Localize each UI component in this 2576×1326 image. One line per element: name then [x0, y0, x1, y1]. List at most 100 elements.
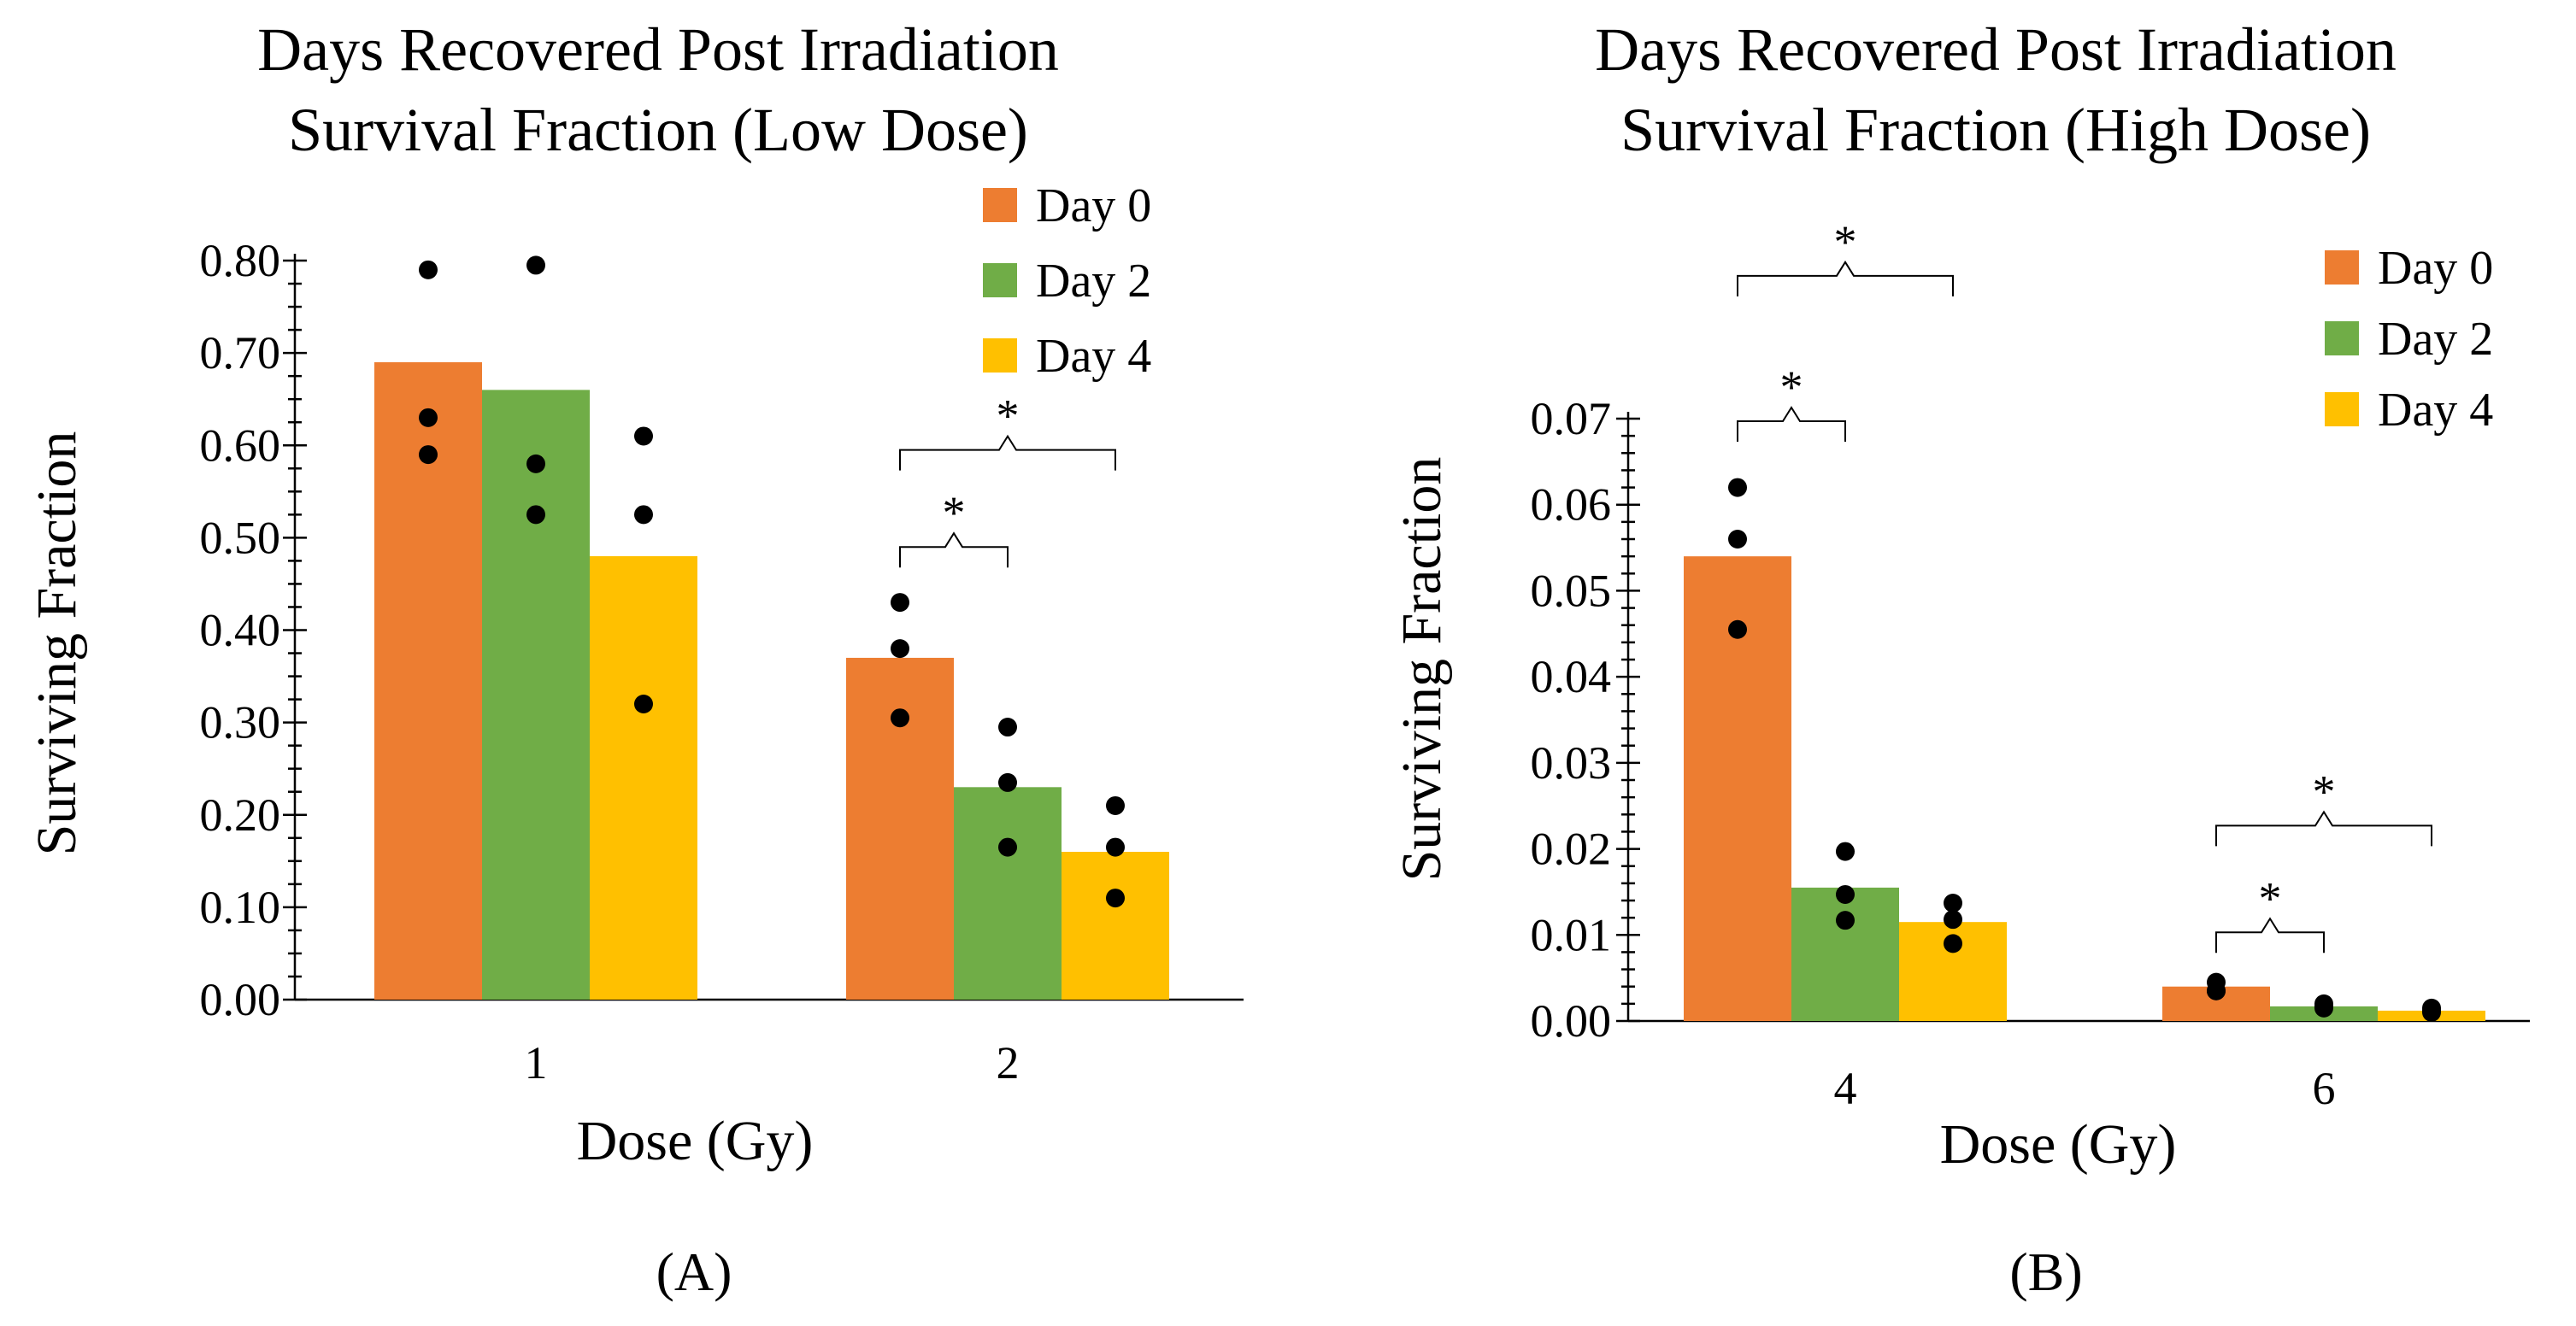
data-point: [1836, 842, 1855, 861]
data-point: [2422, 1002, 2441, 1022]
chart-title-line-1: Days Recovered Post Irradiation: [257, 15, 1059, 84]
y-tick-label: 0.04: [1531, 651, 1612, 702]
data-points: [1728, 478, 2441, 1022]
x-tick-label: 6: [2313, 1063, 2336, 1114]
data-point: [1728, 619, 1747, 639]
panel-label: (B): [2009, 1241, 2082, 1302]
bars: [1684, 556, 2485, 1021]
bar: [1062, 852, 1169, 1000]
bar: [590, 556, 697, 1000]
data-point: [419, 445, 438, 465]
data-point: [1106, 795, 1125, 815]
y-tick-label: 0.30: [200, 697, 281, 748]
data-point: [419, 260, 438, 279]
data-point: [1106, 889, 1125, 908]
y-tick-label: 0.03: [1531, 737, 1612, 789]
legend: Day 0 Day 2 Day 4: [2325, 242, 2493, 437]
bars: [374, 361, 1169, 1000]
legend-swatch: [2325, 392, 2359, 426]
bar: [1791, 887, 1899, 1021]
legend-label: Day 4: [1036, 330, 1151, 383]
data-point: [891, 708, 909, 728]
significance-bracket: [1737, 406, 1846, 443]
significance-brackets: * * * *: [1737, 216, 2432, 953]
y-tick-label: 0.20: [200, 789, 281, 841]
significance-star: *: [1780, 361, 1803, 413]
y-tick-label: 0.00: [1531, 995, 1612, 1047]
y-tick-label: 0.05: [1531, 565, 1612, 616]
chart-title-line-2: Survival Fraction (Low Dose): [288, 96, 1028, 164]
data-point: [1944, 934, 1962, 953]
axes: 0.00 0.10 0.20 0.30 0.40 0.50 0.60 0.70 0.80 1 2: [200, 235, 1244, 1088]
x-axis-title: Dose (Gy): [577, 1110, 814, 1172]
data-point: [419, 408, 438, 427]
significance-bracket: [1737, 260, 1954, 296]
data-point: [891, 593, 909, 613]
significance-star: *: [997, 390, 1020, 442]
y-tick-label: 0.10: [200, 882, 281, 933]
legend-label: Day 2: [1036, 255, 1151, 308]
significance-star: *: [2259, 872, 2282, 924]
axes: 0.00 0.01 0.02 0.03 0.04 0.05 0.06 0.07 4 6: [1531, 393, 2530, 1114]
data-point: [526, 505, 545, 525]
bar: [954, 787, 1062, 1000]
x-axis-title: Dose (Gy): [1940, 1113, 2177, 1176]
significance-bracket: [2215, 917, 2325, 953]
significance-brackets: **: [899, 390, 1116, 568]
data-point: [1944, 894, 1962, 913]
data-point: [998, 837, 1017, 857]
x-tick-label: 2: [997, 1037, 1020, 1088]
y-tick-label: 0.50: [200, 512, 281, 563]
data-point: [891, 639, 909, 659]
data-point: [634, 695, 653, 713]
y-axis-title: Surviving Fraction: [26, 431, 88, 856]
y-tick-label: 0.70: [200, 327, 281, 378]
legend-swatch: [2325, 321, 2359, 355]
data-point: [998, 718, 1017, 737]
significance-star: *: [943, 487, 966, 538]
y-tick-label: 0.02: [1531, 824, 1612, 875]
significance-star: *: [2313, 766, 2336, 817]
data-point: [2314, 998, 2333, 1018]
legend-label: Day 0: [2378, 242, 2493, 295]
legend-label: Day 4: [2378, 384, 2493, 437]
legend-swatch: [983, 188, 1017, 222]
y-tick-label: 0.01: [1531, 909, 1612, 960]
y-tick-label: 0.60: [200, 420, 281, 471]
legend-swatch: [983, 263, 1017, 297]
y-tick-label: 0.06: [1531, 479, 1612, 531]
data-points: [419, 255, 1125, 908]
legend-swatch: [2325, 250, 2359, 285]
data-point: [634, 505, 653, 525]
chart-title-line-2: Survival Fraction (High Dose): [1620, 96, 2371, 164]
data-point: [1836, 911, 1855, 930]
data-point: [526, 255, 545, 275]
significance-bracket: [2215, 810, 2432, 847]
chart-panel-a: Days Recovered Post Irradiation Survival…: [26, 15, 1244, 1302]
significance-bracket: [899, 531, 1009, 568]
y-tick-label: 0.00: [200, 974, 281, 1025]
legend-label: Day 0: [1036, 179, 1151, 232]
significance-star: *: [1834, 216, 1857, 267]
legend-label: Day 2: [2378, 313, 2493, 366]
y-axis-title: Surviving Fraction: [1391, 457, 1453, 882]
data-point: [1106, 837, 1125, 857]
data-point: [1836, 884, 1855, 904]
data-point: [998, 772, 1017, 792]
legend-swatch: [983, 338, 1017, 373]
y-tick-label: 0.40: [200, 605, 281, 656]
chart-panel-b: Days Recovered Post Irradiation Survival…: [1391, 15, 2530, 1302]
data-point: [2207, 981, 2226, 1000]
chart-title-line-1: Days Recovered Post Irradiation: [1595, 15, 2397, 84]
bar: [482, 390, 590, 1000]
data-point: [1728, 478, 1747, 497]
legend: Day 0 Day 2 Day 4: [983, 179, 1151, 383]
bar: [374, 361, 482, 1000]
x-tick-label: 1: [525, 1037, 548, 1088]
x-tick-label: 4: [1834, 1063, 1857, 1114]
panel-label: (A): [656, 1241, 732, 1302]
y-tick-label: 0.80: [200, 235, 281, 286]
data-point: [526, 454, 545, 473]
significance-bracket: [899, 434, 1116, 471]
data-point: [1728, 530, 1747, 549]
